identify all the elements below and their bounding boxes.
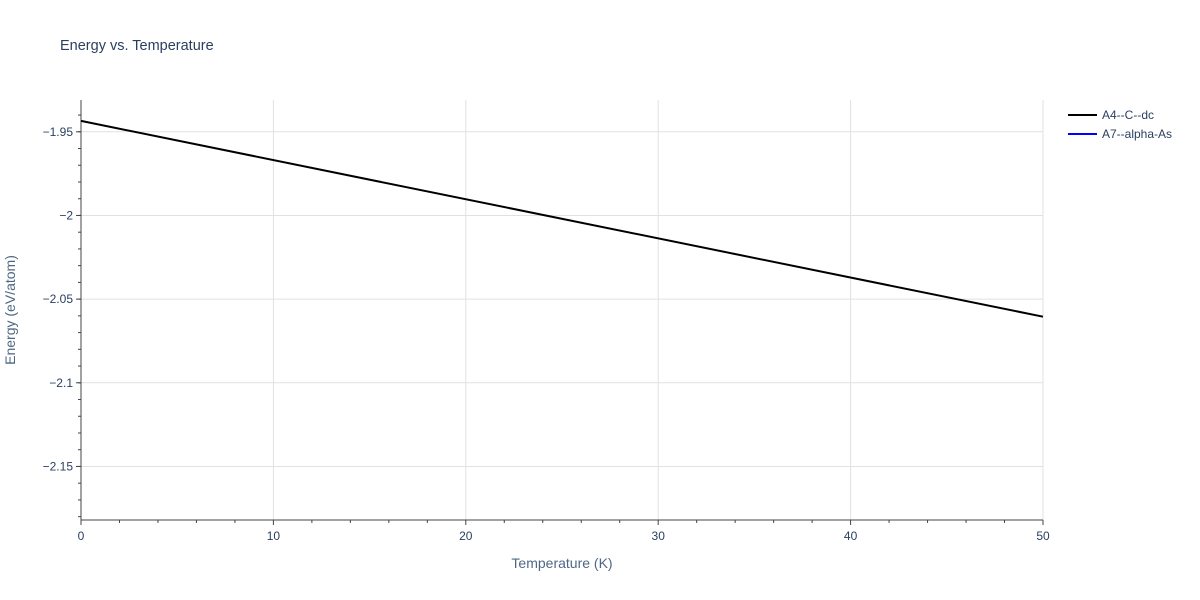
legend-item-0[interactable]: A4--C--dc (1068, 108, 1154, 122)
x-tick-label: 0 (78, 529, 85, 543)
grid-lines (81, 100, 1044, 520)
x-tick-label: 30 (652, 529, 666, 543)
x-axis-title: Temperature (K) (511, 555, 612, 571)
chart-title: Energy vs. Temperature (60, 38, 214, 54)
y-tick-label: −2.15 (43, 459, 74, 473)
x-tick-label: 20 (459, 529, 473, 543)
series-layer (80, 119, 1044, 318)
y-tick-label: −1.95 (43, 125, 74, 139)
y-axis-title: Energy (eV/atom) (2, 255, 18, 365)
y-tick-label: −2.05 (43, 292, 74, 306)
series-line-0 (80, 119, 1044, 318)
legend-label: A7--alpha-As (1102, 127, 1172, 141)
x-tick-label: 10 (267, 529, 281, 543)
x-tick-label: 50 (1036, 529, 1050, 543)
legend-item-1[interactable]: A7--alpha-As (1068, 127, 1172, 141)
legend[interactable]: A4--C--dc A7--alpha-As (1068, 108, 1172, 141)
legend-label: A4--C--dc (1102, 108, 1154, 122)
x-tick-label: 40 (844, 529, 858, 543)
axes: 0 10 20 30 40 50 −1.95 −2 −2.05 −2.1 −2.15 (43, 100, 1050, 543)
y-tick-label: −2.1 (49, 376, 73, 390)
y-tick-label: −2 (59, 208, 73, 222)
